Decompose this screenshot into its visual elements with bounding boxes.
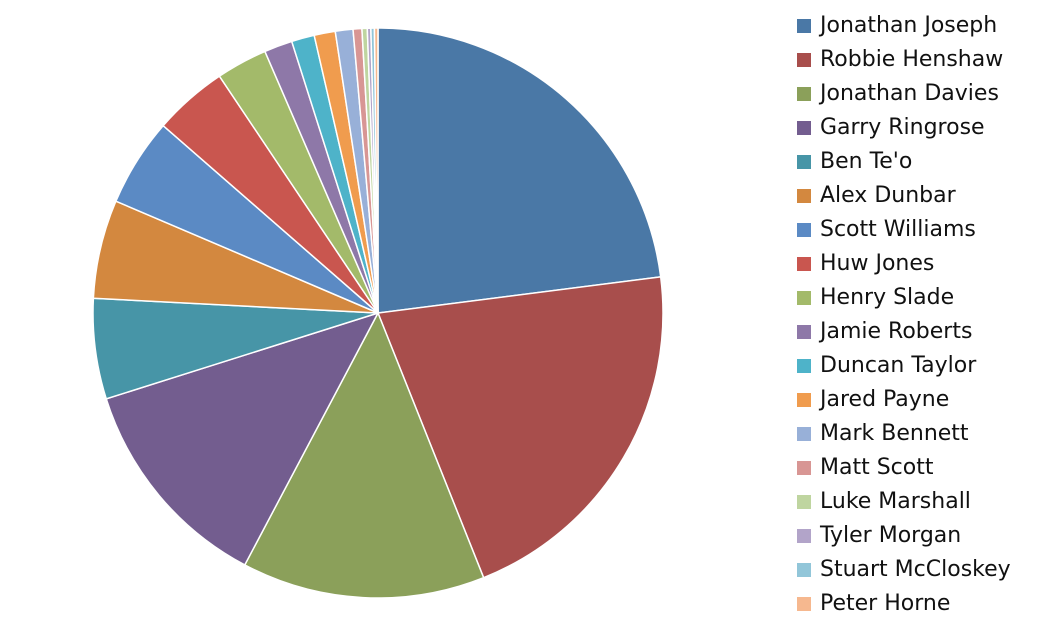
legend-label: Stuart McCloskey [820,557,1011,582]
legend-label: Mark Bennett [820,421,969,446]
legend-swatch [797,597,811,611]
legend-swatch [797,461,811,475]
legend-label: Alex Dunbar [820,183,957,208]
legend-swatch [797,563,811,577]
legend-label: Luke Marshall [820,489,971,514]
legend-swatch [797,155,811,169]
legend-label: Robbie Henshaw [820,47,1003,72]
legend-swatch [797,257,811,271]
pie-slice [243,311,485,599]
legend-label: Jonathan Davies [818,81,999,106]
pie-slice [377,27,662,314]
legend-swatch [797,495,811,509]
legend-label: Jared Payne [818,387,949,412]
legend-label: Jamie Roberts [818,319,972,344]
legend-swatch [797,87,811,101]
legend-label: Duncan Taylor [820,353,977,378]
legend-swatch [797,325,811,339]
legend-label: Tyler Morgan [819,523,961,548]
legend-label: Peter Horne [820,591,950,616]
legend-label: Huw Jones [820,251,934,276]
legend-label: Scott Williams [820,217,976,242]
pie-slice [376,276,664,579]
legend-swatch [797,189,811,203]
legend-label: Jonathan Joseph [818,13,997,38]
legend-swatch [797,121,811,135]
legend-swatch [797,53,811,67]
legend-swatch [797,529,811,543]
legend-swatch [797,223,811,237]
legend-label: Ben Te'o [820,149,912,174]
legend-swatch [797,393,811,407]
legend-label: Garry Ringrose [820,115,985,140]
legend-label: Henry Slade [820,285,954,310]
legend-swatch [797,291,811,305]
legend-label: Matt Scott [820,455,934,480]
pie-slice [105,311,380,566]
pie-slice [373,27,379,314]
legend-swatch [797,359,811,373]
legend-swatch [797,427,811,441]
legend-swatch [797,19,811,33]
